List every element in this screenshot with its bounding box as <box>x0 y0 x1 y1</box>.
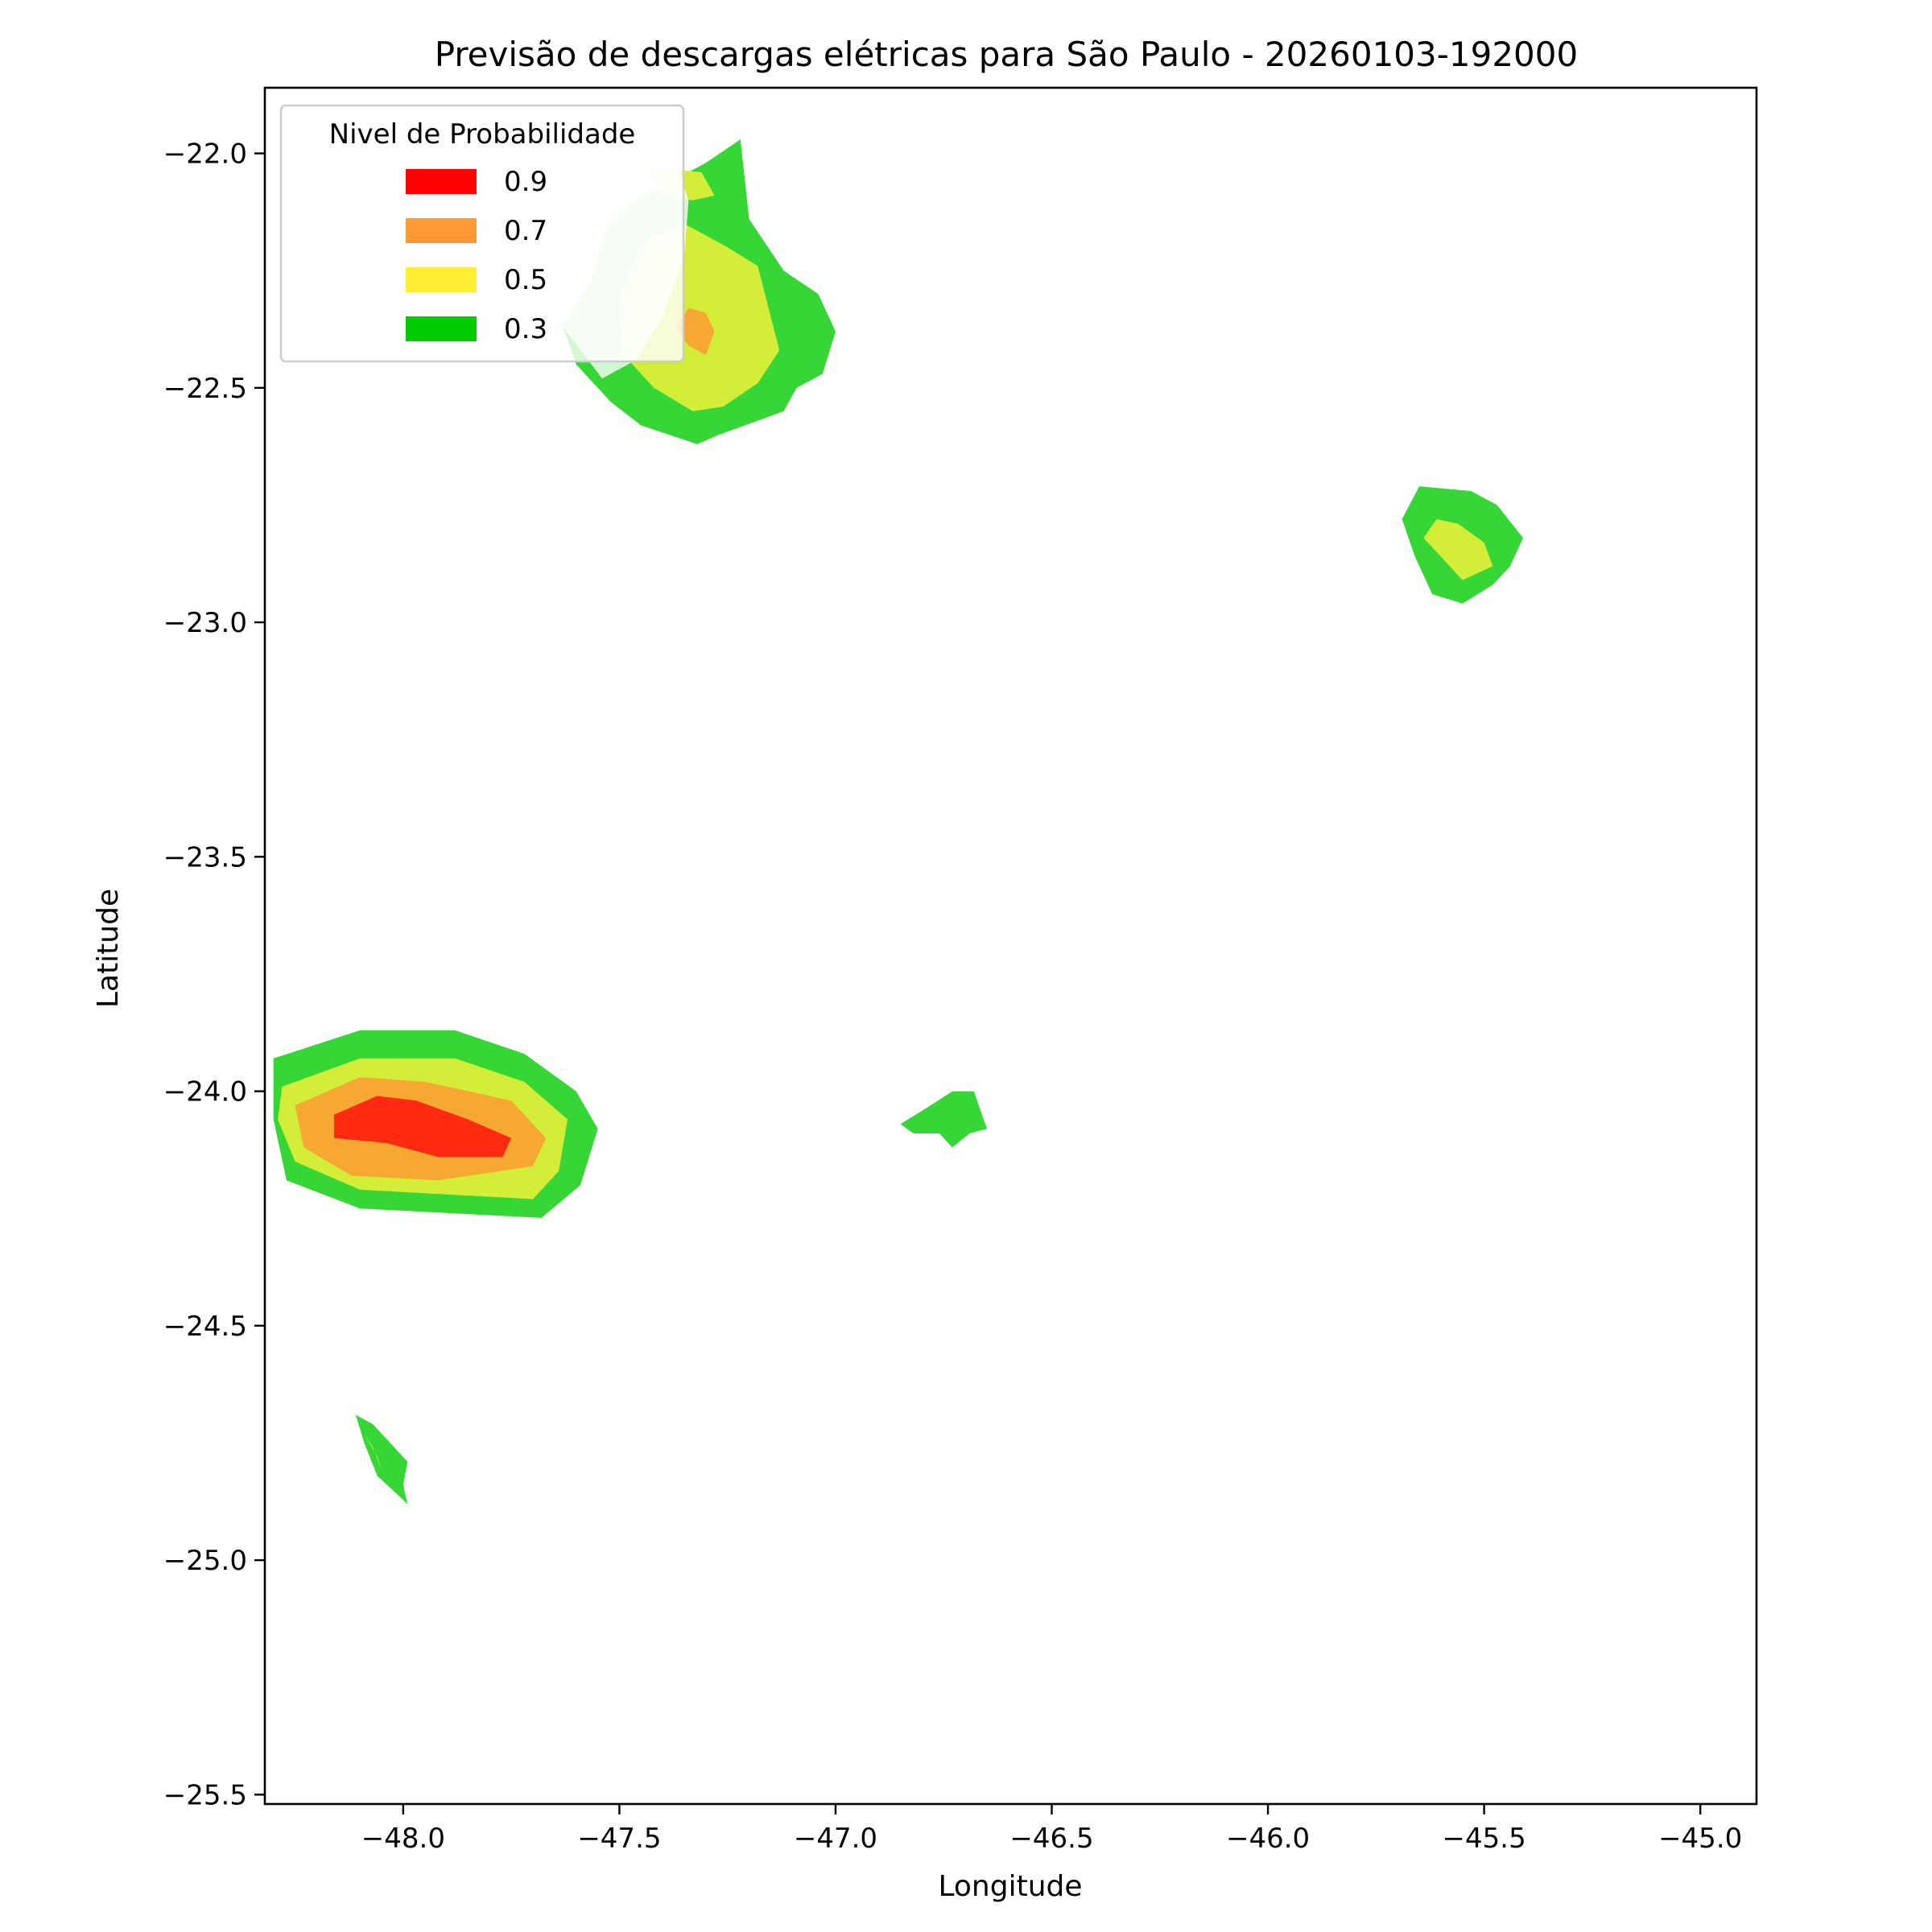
south-cell <box>355 1414 408 1505</box>
x-tick-label: −47.5 <box>577 1823 661 1855</box>
legend-label: 0.5 <box>504 264 547 296</box>
legend-swatch <box>406 267 477 292</box>
x-axis: −48.0 −47.5 −47.0 −46.5 −46.0 −45.5 −45.0 <box>361 1804 1742 1855</box>
y-tick-label: −25.0 <box>163 1545 247 1577</box>
central-cell <box>900 1091 987 1148</box>
x-tick-label: −48.0 <box>361 1823 445 1855</box>
legend-entries: 0.9 0.7 0.5 0.3 <box>406 166 547 345</box>
central-cell-level-03-fill <box>900 1091 987 1148</box>
legend: Nivel de Probabilidade 0.9 0.7 0.5 0.3 <box>279 104 685 363</box>
x-tick-label: −46.0 <box>1226 1823 1310 1855</box>
legend-swatch <box>406 169 477 194</box>
y-tick-label: −24.0 <box>163 1076 247 1108</box>
y-tick-label: −24.5 <box>163 1311 247 1343</box>
y-tick-label: −22.5 <box>163 373 247 405</box>
east-cell <box>1402 486 1523 604</box>
southwest-cell <box>273 1030 598 1218</box>
y-tick-label: −25.5 <box>163 1779 247 1811</box>
chart-title: Previsão de descargas elétricas para São… <box>435 35 1578 74</box>
legend-swatch <box>406 218 477 243</box>
legend-swatch <box>406 316 477 341</box>
southwest-cell-level-09-fill <box>333 1096 512 1158</box>
x-axis-label: Longitude <box>938 1870 1082 1903</box>
y-tick-label: −22.0 <box>163 138 247 171</box>
legend-box <box>279 104 685 363</box>
y-axis-label: Latitude <box>92 889 125 1008</box>
legend-label: 0.3 <box>504 313 547 345</box>
east-cell-level-05-fill <box>1423 518 1493 580</box>
x-tick-label: −46.5 <box>1009 1823 1093 1855</box>
north-cell-level-07-fill <box>675 308 715 355</box>
x-tick-label: −45.5 <box>1443 1823 1526 1855</box>
south-cell-level-03-fill <box>355 1414 408 1505</box>
y-axis: −22.0 −22.5 −23.0 −23.5 −24.0 −24.5 −25.0 −25.5 <box>163 138 265 1811</box>
plot-area <box>265 88 1757 1804</box>
plot-frame <box>263 86 1758 1806</box>
contour-fills <box>273 139 1523 1505</box>
y-tick-label: −23.0 <box>163 607 247 639</box>
legend-title: Nivel de Probabilidade <box>329 118 636 151</box>
legend-label: 0.7 <box>504 215 547 247</box>
y-tick-label: −23.5 <box>163 841 247 873</box>
x-tick-label: −45.0 <box>1658 1823 1742 1855</box>
x-tick-label: −47.0 <box>794 1823 877 1855</box>
legend-label: 0.9 <box>504 166 547 198</box>
